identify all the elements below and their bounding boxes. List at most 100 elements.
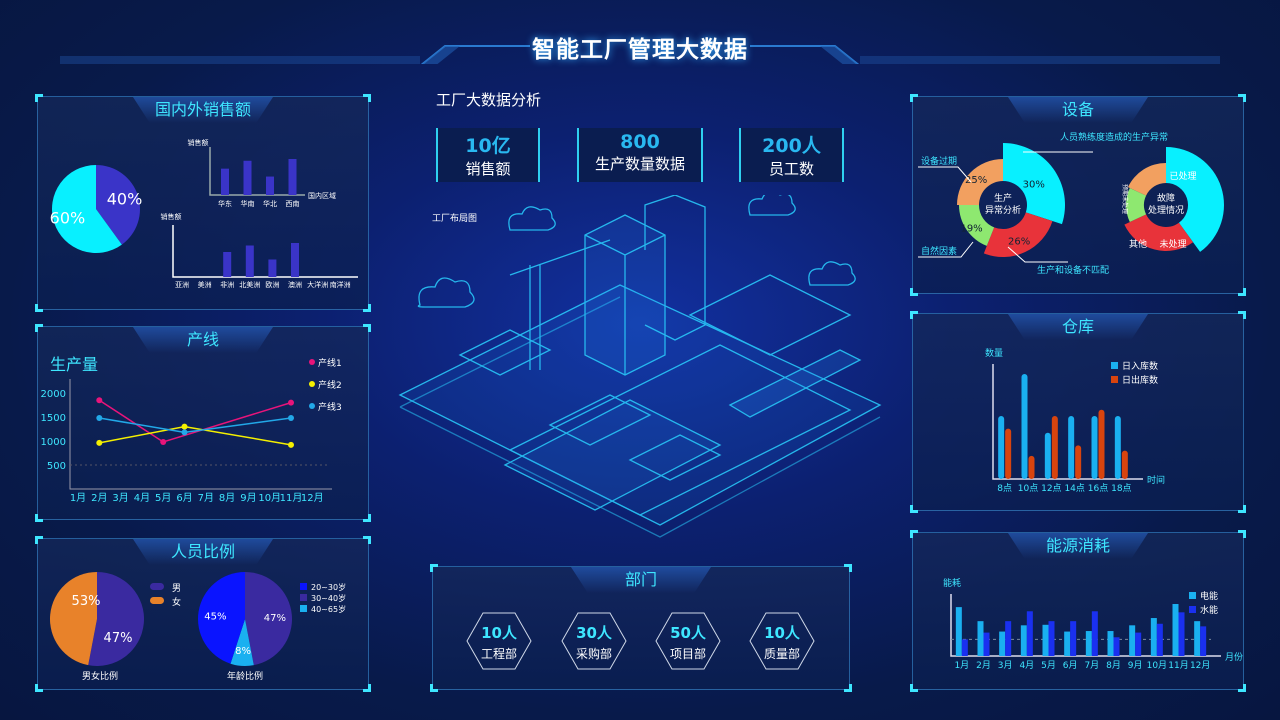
department-count: 10人 xyxy=(481,624,517,642)
bar-水能 xyxy=(1113,637,1120,656)
x-tick: 2月 xyxy=(91,492,107,504)
slice-label: 40% xyxy=(107,190,143,209)
legend-label: 30~40岁 xyxy=(311,593,346,603)
bar-电能 xyxy=(1172,604,1179,656)
data-point xyxy=(288,399,294,406)
bar-日入库数 xyxy=(1114,416,1121,479)
donut-center-label: 异常分析 xyxy=(985,204,1021,216)
age-caption: 年龄比例 xyxy=(227,670,263,682)
domestic-xlabel: 国内区域 xyxy=(308,191,336,200)
legend-marker xyxy=(1189,592,1196,599)
donut-center-label: 故障 xyxy=(1157,192,1175,204)
callout-label: 设备过期 xyxy=(921,155,957,167)
production-chart-title: 生产量 xyxy=(50,355,99,374)
callout-label: 生产和设备不匹配 xyxy=(1037,264,1109,276)
bar-日出库数 xyxy=(1075,445,1082,479)
x-tick: 8点 xyxy=(997,483,1012,494)
sales-panel: 国内外销售额 40% 60% 销售额 国内区域 华东 华南 华北 西南 销售额 亚洲 美洲 非洲 北美洲… xyxy=(35,94,371,312)
bar-水能 xyxy=(1026,611,1033,656)
x-tick: 10月 xyxy=(258,492,281,504)
bar-日出库数 xyxy=(1028,455,1035,479)
bar-水能 xyxy=(1156,623,1163,656)
pie-slice xyxy=(957,159,1003,205)
slice-label: 已处理 xyxy=(1169,170,1196,182)
warehouse-panel-title: 仓库 xyxy=(1008,314,1148,340)
pie-slice xyxy=(1127,163,1166,196)
international-tick: 南洋洲 xyxy=(330,280,351,289)
personnel-panel-title: 人员比例 xyxy=(133,539,273,565)
pie-slice xyxy=(230,619,254,666)
pie-slice xyxy=(983,212,1053,257)
bar-水能 xyxy=(1135,632,1142,656)
y-axis-label: 能耗 xyxy=(943,577,961,589)
pie-slice xyxy=(51,165,122,253)
slice-label: 53% xyxy=(72,594,101,609)
legend-marker xyxy=(309,403,315,409)
international-ylabel: 销售额 xyxy=(161,212,182,221)
kpi-label: 销售额 xyxy=(465,160,511,178)
x-tick: 9月 xyxy=(240,492,256,504)
bar-日出库数 xyxy=(1098,409,1105,479)
x-tick: 7月 xyxy=(1084,660,1099,671)
domestic-tick: 华南 xyxy=(241,199,255,208)
department-采购部: 30人 采购部 xyxy=(561,612,627,670)
legend-marker xyxy=(309,359,315,365)
data-point xyxy=(96,414,103,421)
bar-水能 xyxy=(1070,621,1077,656)
y-tick: 2000 xyxy=(41,389,66,400)
x-tick: 12点 xyxy=(1041,483,1061,494)
slice-label: 8% xyxy=(235,646,251,657)
legend-marker xyxy=(1189,606,1196,613)
legend-marker xyxy=(300,594,307,601)
x-tick: 12月 xyxy=(301,492,324,504)
kpi-value: 10亿 xyxy=(465,135,511,157)
pie-slice xyxy=(1126,187,1147,223)
legend-label: 40~65岁 xyxy=(311,604,346,614)
x-tick: 1月 xyxy=(70,492,86,504)
bar-电能 xyxy=(1085,631,1092,656)
bar-日出库数 xyxy=(1051,416,1058,479)
bar-日入库数 xyxy=(1068,416,1075,479)
domestic-ylabel: 销售额 xyxy=(188,138,209,147)
x-tick: 11月 xyxy=(280,492,303,504)
legend-label: 日出库数 xyxy=(1122,374,1158,386)
data-point xyxy=(96,397,103,404)
legend-marker xyxy=(300,605,307,612)
page-title: 智能工厂管理大数据 xyxy=(532,37,748,63)
bar-水能 xyxy=(983,632,990,656)
bar-日入库数 xyxy=(1021,374,1028,479)
department-项目部: 50人 项目部 xyxy=(655,612,721,670)
callout-line xyxy=(1007,246,1068,263)
international-tick: 非洲 xyxy=(220,280,234,289)
series-line-3 xyxy=(99,417,292,434)
bar-电能 xyxy=(955,607,962,656)
international-axis xyxy=(172,225,358,278)
x-tick: 6月 xyxy=(1063,660,1078,671)
domestic-tick: 华东 xyxy=(218,199,232,208)
bar-水能 xyxy=(961,639,968,656)
x-tick: 10点 xyxy=(1018,483,1038,494)
series-line-2 xyxy=(99,425,292,446)
legend-label: 电能 xyxy=(1200,590,1218,602)
bar-日出库数 xyxy=(1121,450,1128,479)
international-tick: 北美洲 xyxy=(239,280,260,289)
x-tick: 8月 xyxy=(1106,660,1121,671)
data-point xyxy=(288,414,294,421)
international-bar xyxy=(291,243,299,277)
pie-slice xyxy=(96,165,140,245)
bar-电能 xyxy=(1020,625,1027,656)
legend-label: 20~30岁 xyxy=(311,582,346,592)
slice-label: 其他 xyxy=(1129,238,1147,250)
x-tick: 16点 xyxy=(1088,483,1108,494)
warehouse-panel: 仓库 数量 时间 8点 10点 12点 14点 16点 18点 日入库数 日出库数 xyxy=(910,311,1246,513)
slice-label: 47% xyxy=(264,613,286,624)
slice-label: 30% xyxy=(1023,180,1045,191)
domestic-bar xyxy=(266,176,274,195)
pie-slice xyxy=(88,572,145,666)
x-tick: 12月 xyxy=(1190,660,1210,671)
domestic-tick: 西南 xyxy=(286,199,300,208)
international-tick: 美洲 xyxy=(198,280,212,289)
chart-axis xyxy=(992,364,1143,480)
callout-label: 人员熟练度造成的生产异常 xyxy=(1060,131,1168,143)
